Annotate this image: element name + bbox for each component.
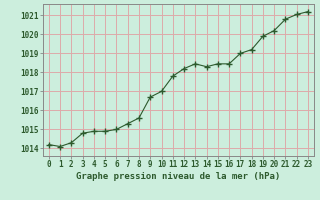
X-axis label: Graphe pression niveau de la mer (hPa): Graphe pression niveau de la mer (hPa) (76, 172, 281, 181)
